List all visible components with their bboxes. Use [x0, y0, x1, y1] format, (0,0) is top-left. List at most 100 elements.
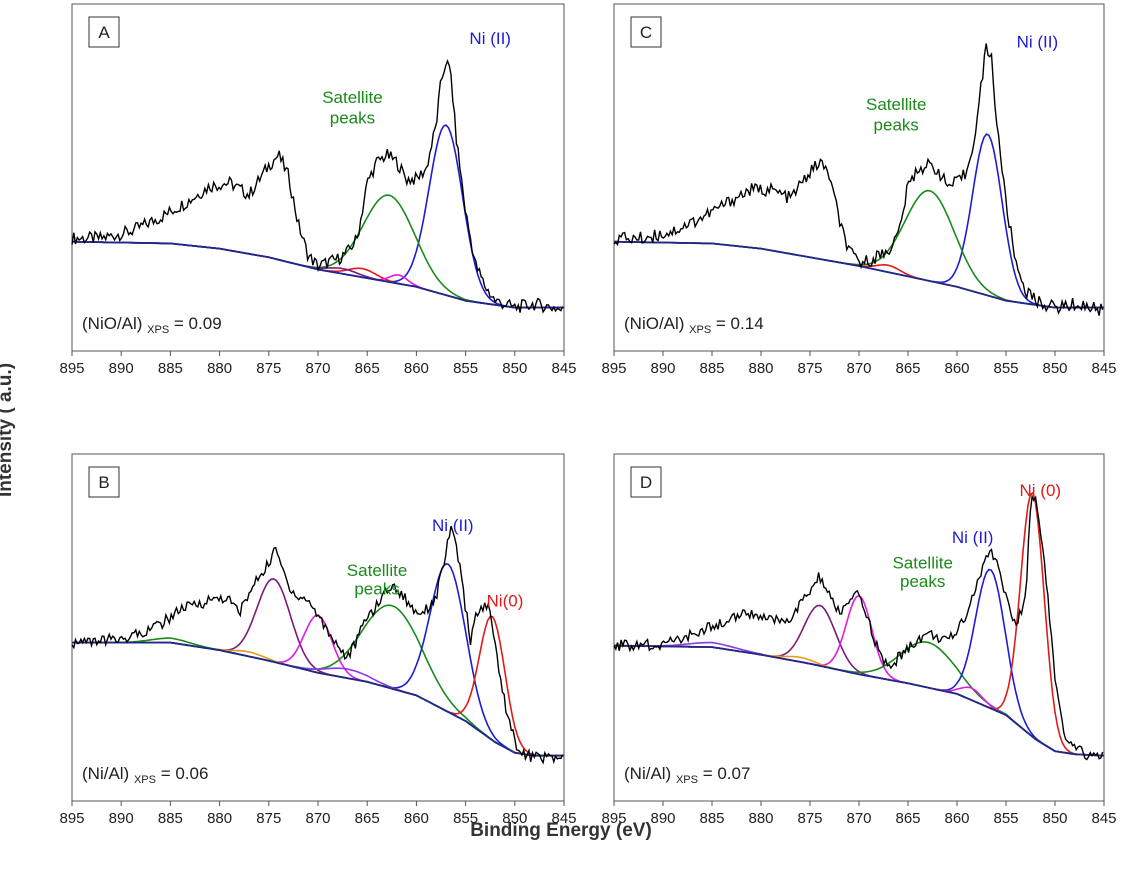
x-tick-label: 850 — [1042, 810, 1067, 827]
x-tick-label: 845 — [551, 810, 576, 827]
ratio-label: (NiO/Al) XPS = 0.14 — [624, 314, 764, 336]
ratio-prefix: (Ni/Al) — [624, 764, 676, 783]
peak-label: peaks — [330, 109, 375, 128]
x-tick-label: 865 — [355, 810, 380, 827]
ratio-subscript: XPS — [676, 774, 698, 786]
x-tick-label: 865 — [895, 360, 920, 377]
x-tick-label: 855 — [993, 360, 1018, 377]
x-tick-label: 875 — [797, 810, 822, 827]
fit-component-magenta — [72, 240, 564, 309]
x-tick-label: 875 — [256, 810, 281, 827]
x-tick-label: 850 — [502, 360, 527, 377]
fit-component-satellite — [72, 194, 564, 309]
panel-c: 895 890 885 880 875 870 865 860 855 850 845 C (NiO/A… — [601, 3, 1117, 377]
fit-component-violet — [614, 641, 1105, 757]
fit-component-ni_ii — [72, 124, 564, 309]
peak-label: peaks — [900, 572, 945, 591]
fit-component-ni_0 — [614, 491, 1105, 757]
x-tick-label: 885 — [158, 360, 183, 377]
x-tick-label: 860 — [404, 810, 429, 827]
plot-frame — [71, 453, 565, 802]
x-tick-label: 850 — [502, 810, 527, 827]
ratio-value: = 0.07 — [698, 764, 750, 783]
background-curve — [71, 240, 564, 309]
x-tick-label: 895 — [59, 810, 84, 827]
x-tick-label: 865 — [355, 360, 380, 377]
x-tick-label: 855 — [993, 810, 1018, 827]
ratio-subscript: XPS — [134, 774, 156, 786]
ratio-label: (NiO/Al) XPS = 0.09 — [82, 314, 222, 336]
x-tick-label: 845 — [1091, 810, 1116, 827]
x-tick-label: 895 — [601, 810, 626, 827]
x-tick-label: 880 — [748, 360, 773, 377]
peak-label: Ni (II) — [432, 516, 474, 535]
peak-label: Satellite — [322, 88, 382, 107]
x-tick-label: 845 — [551, 360, 576, 377]
plot-frame — [613, 3, 1105, 352]
x-tick-label: 855 — [453, 360, 478, 377]
peak-label: Ni (II) — [469, 29, 511, 48]
ratio-subscript: XPS — [147, 324, 169, 336]
peak-label: Satellite — [892, 554, 952, 573]
background-curve — [613, 240, 1104, 309]
fit-component-magenta — [614, 644, 1105, 757]
panel-letter: B — [98, 473, 109, 492]
fit-component-satellite — [72, 604, 564, 757]
x-tick-label: 880 — [207, 360, 232, 377]
panel-letter-box — [88, 16, 120, 48]
ratio-label: (Ni/Al) XPS = 0.07 — [624, 764, 750, 786]
raw-spectrum — [71, 525, 564, 765]
background-curve — [72, 641, 564, 757]
ratio-label: (Ni/Al) XPS = 0.06 — [82, 764, 208, 786]
fit-component-ni_0 — [72, 615, 564, 757]
ratio-prefix: (NiO/Al) — [624, 314, 689, 333]
x-tick-label: 890 — [109, 360, 134, 377]
x-tick-label: 875 — [797, 360, 822, 377]
x-tick-label: 850 — [1042, 360, 1067, 377]
x-tick-label: 870 — [846, 360, 871, 377]
fit-component-magenta — [72, 614, 564, 757]
ratio-prefix: (Ni/Al) — [82, 764, 134, 783]
background-curve — [613, 644, 1105, 757]
panel-letter-box — [630, 16, 662, 48]
fit-component-ni_0 — [614, 240, 1104, 309]
x-tick-label: 860 — [404, 360, 429, 377]
x-tick-label: 870 — [846, 810, 871, 827]
x-tick-label: 895 — [59, 360, 84, 377]
fit-component-ni_ii — [614, 568, 1105, 757]
ratio-value: = 0.14 — [711, 314, 763, 333]
peak-label: Ni (II) — [1017, 32, 1059, 51]
peak-label: Satellite — [866, 95, 926, 114]
fit-component-orange — [614, 644, 1105, 757]
panel-letter: A — [98, 23, 110, 42]
ratio-subscript: XPS — [689, 324, 711, 336]
x-tick-label: 890 — [109, 810, 134, 827]
peak-label: Satellite — [347, 561, 407, 580]
x-tick-label: 895 — [601, 360, 626, 377]
x-tick-label: 880 — [207, 810, 232, 827]
peak-label: Ni(0) — [487, 591, 524, 610]
x-tick-label: 875 — [256, 360, 281, 377]
panel-letter: C — [640, 23, 652, 42]
x-tick-label: 885 — [699, 360, 724, 377]
fit-component-purple — [72, 240, 564, 309]
panel-letter-box — [630, 466, 662, 498]
x-tick-label: 890 — [650, 810, 675, 827]
x-tick-label: 885 — [699, 810, 724, 827]
x-tick-label: 890 — [650, 360, 675, 377]
fit-component-purple — [614, 604, 1105, 757]
panel-d: 895 890 885 880 875 870 865 860 855 850 845 D (Ni/Al… — [601, 453, 1117, 827]
ratio-value: = 0.06 — [156, 764, 208, 783]
x-tick-label: 860 — [944, 810, 969, 827]
x-tick-label: 860 — [944, 360, 969, 377]
raw-spectrum — [613, 43, 1104, 316]
panel-letter: D — [640, 473, 652, 492]
x-tick-label: 865 — [895, 810, 920, 827]
panel-b: 895 890 885 880 875 870 865 860 855 850 845 B (Ni/Al… — [59, 453, 577, 827]
x-tick-label: 855 — [453, 810, 478, 827]
x-tick-label: 880 — [748, 810, 773, 827]
raw-spectrum — [71, 59, 564, 314]
ratio-prefix: (NiO/Al) — [82, 314, 147, 333]
peak-label: Ni (0) — [1020, 481, 1062, 500]
